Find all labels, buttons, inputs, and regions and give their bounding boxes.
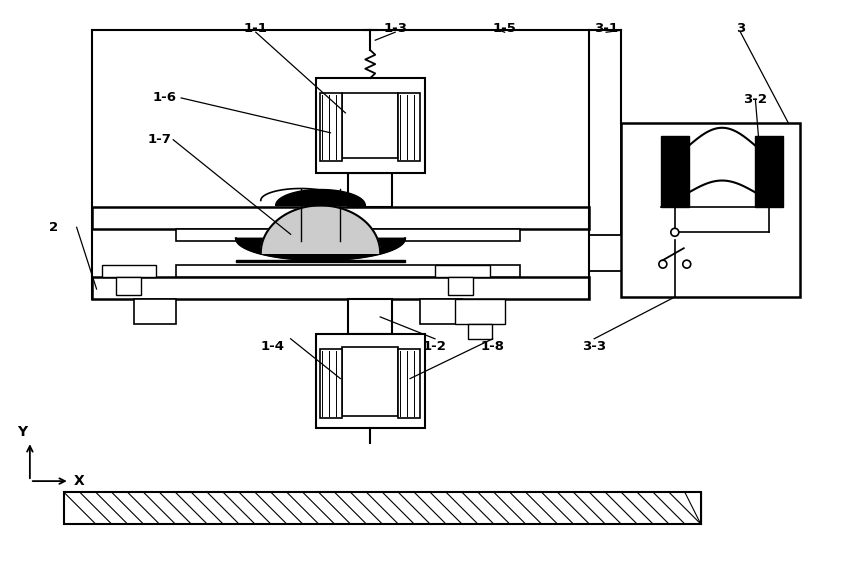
- Bar: [342, 347, 398, 416]
- Circle shape: [659, 260, 667, 268]
- Circle shape: [671, 228, 678, 237]
- Bar: [320, 93, 342, 161]
- Bar: [348, 173, 392, 207]
- Bar: [176, 265, 519, 277]
- Bar: [116, 277, 141, 295]
- Polygon shape: [236, 238, 405, 260]
- Text: Y: Y: [17, 426, 27, 439]
- Text: 1-1: 1-1: [244, 22, 268, 35]
- Bar: [316, 334, 425, 429]
- Bar: [455, 299, 505, 324]
- Bar: [91, 277, 590, 299]
- Bar: [435, 265, 490, 277]
- Text: X: X: [74, 474, 85, 488]
- Text: 1-4: 1-4: [261, 340, 285, 353]
- Bar: [176, 230, 519, 241]
- Bar: [102, 265, 156, 277]
- Text: 1-6: 1-6: [152, 92, 176, 104]
- Bar: [621, 123, 800, 297]
- Bar: [468, 324, 491, 339]
- Bar: [661, 136, 689, 207]
- Bar: [398, 93, 420, 161]
- Polygon shape: [236, 260, 405, 262]
- Text: 3: 3: [736, 22, 745, 35]
- Bar: [316, 78, 425, 173]
- Text: 2: 2: [49, 221, 58, 234]
- Bar: [64, 492, 700, 524]
- Text: 1-3: 1-3: [383, 22, 407, 35]
- Bar: [91, 207, 590, 230]
- Text: 3-2: 3-2: [744, 93, 767, 106]
- Bar: [756, 136, 783, 207]
- Text: 1-7: 1-7: [147, 133, 171, 146]
- Bar: [135, 299, 176, 324]
- Circle shape: [683, 260, 691, 268]
- Text: 1-5: 1-5: [493, 22, 517, 35]
- Polygon shape: [276, 190, 365, 205]
- Bar: [448, 277, 473, 295]
- Text: 3-3: 3-3: [582, 340, 606, 353]
- Bar: [398, 349, 420, 419]
- Bar: [420, 299, 462, 324]
- Text: 3-1: 3-1: [594, 22, 618, 35]
- Text: 1-8: 1-8: [480, 340, 505, 353]
- Bar: [348, 299, 392, 334]
- Text: 1-2: 1-2: [423, 340, 447, 353]
- Polygon shape: [261, 205, 380, 253]
- Bar: [342, 93, 398, 158]
- Bar: [320, 349, 342, 419]
